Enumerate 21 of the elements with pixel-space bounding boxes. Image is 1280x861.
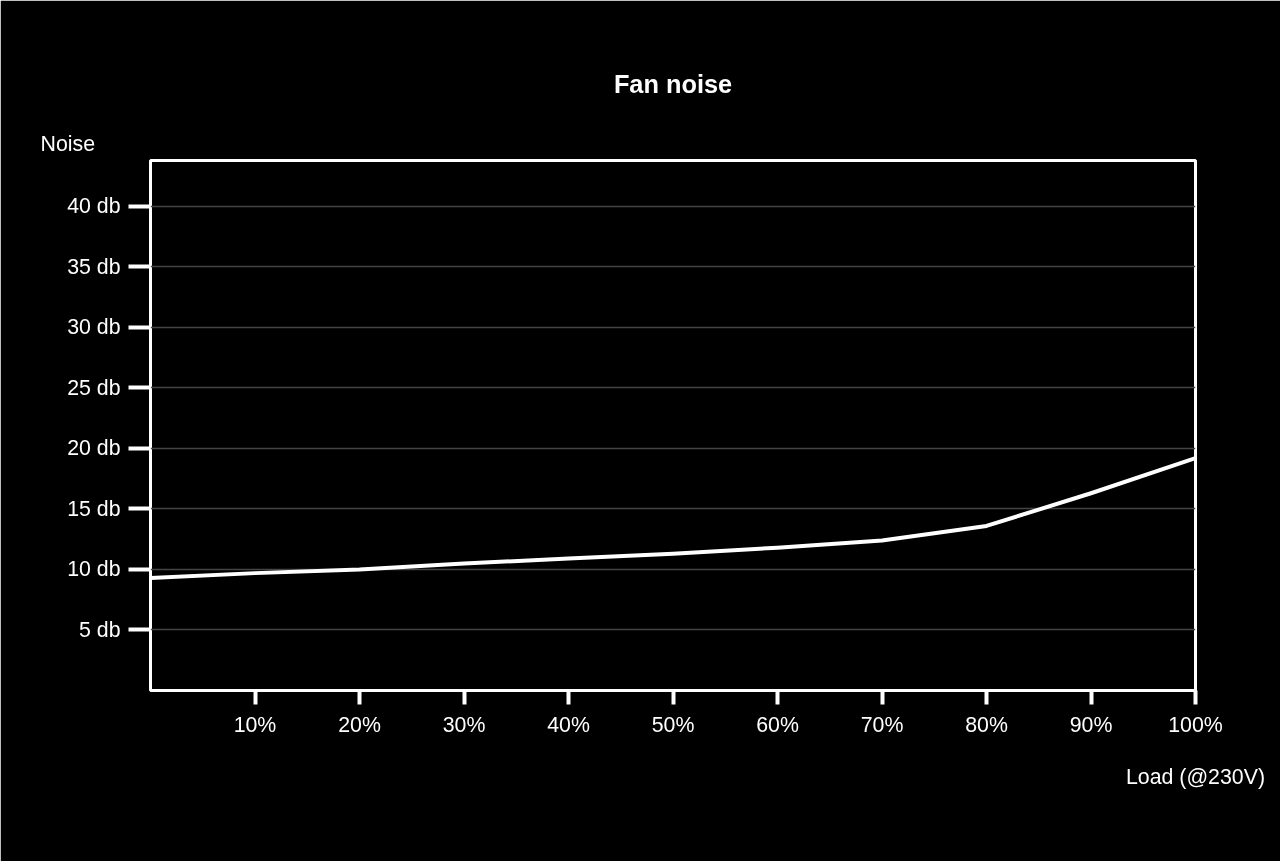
y-tick-label: 15 db	[67, 496, 121, 521]
y-axis-title: Noise	[40, 131, 96, 156]
x-tick-label: 20%	[338, 712, 381, 737]
x-tick-label: 10%	[233, 712, 277, 737]
x-tick-label: 100%	[1168, 712, 1223, 737]
x-tick-label: 50%	[651, 712, 695, 737]
x-tick-label: 90%	[1069, 712, 1113, 737]
y-tick-label: 35 db	[67, 254, 121, 279]
y-tick-label: 20 db	[67, 436, 121, 461]
x-tick-label: 40%	[547, 712, 590, 737]
x-tick-label: 80%	[965, 712, 1008, 737]
y-tick-label: 40 db	[67, 194, 121, 219]
x-tick-label: 30%	[442, 712, 486, 737]
y-tick-label: 25 db	[67, 375, 121, 400]
chart-title: Fan noise	[613, 69, 733, 98]
y-tick-label: 5 db	[78, 618, 121, 642]
x-tick-label: 70%	[860, 712, 904, 737]
y-tick-label: 10 db	[67, 557, 121, 582]
x-tick-label: 60%	[756, 712, 799, 737]
y-tick-label: 30 db	[67, 315, 121, 340]
x-axis-title: Load (@230V)	[1125, 764, 1266, 789]
